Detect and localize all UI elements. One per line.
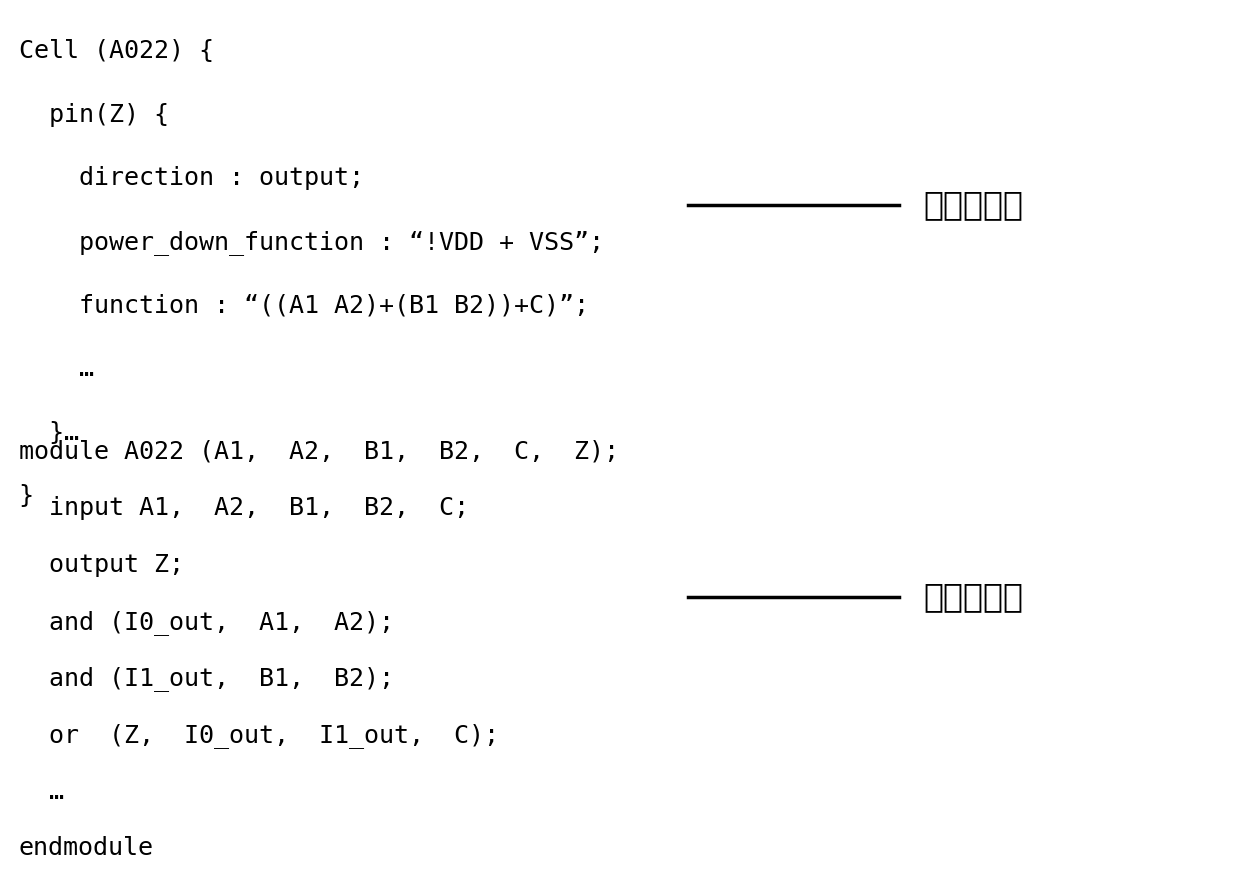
Text: …: … [19, 357, 93, 381]
Text: function : “((A1 A2)+(B1 B2))+C)”;: function : “((A1 A2)+(B1 B2))+C)”; [19, 294, 589, 318]
Text: and (I1_out,  B1,  B2);: and (I1_out, B1, B2); [19, 666, 393, 692]
Text: output Z;: output Z; [19, 553, 184, 577]
Text: 网表库文件: 网表库文件 [924, 580, 1024, 613]
Text: and (I0_out,  A1,  A2);: and (I0_out, A1, A2); [19, 610, 393, 635]
Text: 时序库文件: 时序库文件 [924, 188, 1024, 221]
Text: direction : output;: direction : output; [19, 166, 363, 191]
Text: }: } [19, 484, 33, 509]
Text: Cell (A022) {: Cell (A022) { [19, 39, 213, 64]
Text: or  (Z,  I0_out,  I1_out,  C);: or (Z, I0_out, I1_out, C); [19, 723, 498, 748]
Text: …: … [19, 780, 63, 804]
Text: endmodule: endmodule [19, 836, 154, 861]
Text: power_down_function : “!VDD + VSS”;: power_down_function : “!VDD + VSS”; [19, 230, 604, 255]
Text: input A1,  A2,  B1,  B2,  C;: input A1, A2, B1, B2, C; [19, 496, 469, 521]
Text: module A022 (A1,  A2,  B1,  B2,  C,  Z);: module A022 (A1, A2, B1, B2, C, Z); [19, 440, 619, 464]
Text: pin(Z) {: pin(Z) { [19, 103, 169, 127]
Text: }…: }… [19, 421, 78, 445]
